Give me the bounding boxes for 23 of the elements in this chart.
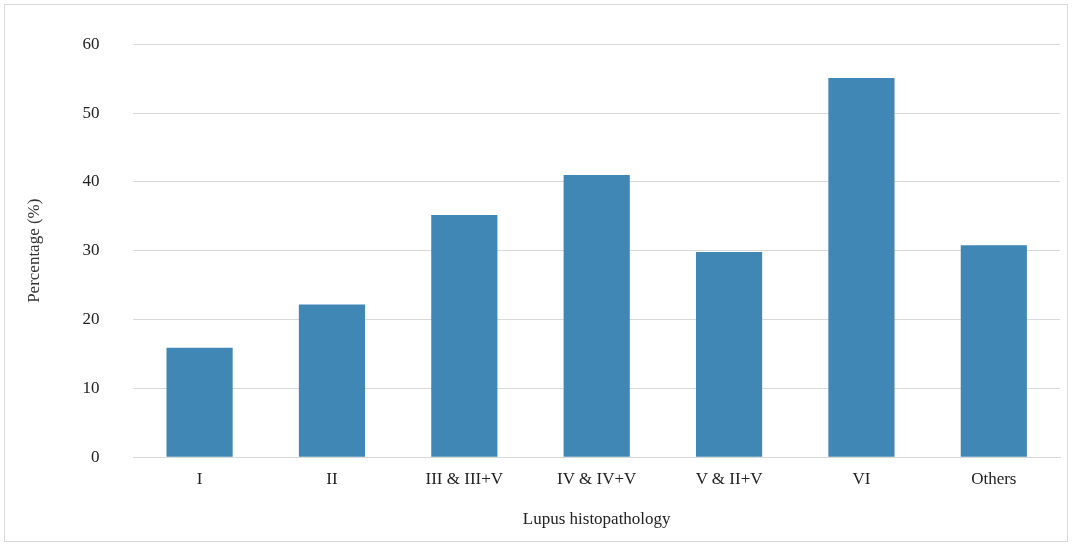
y-tick-label: 0 xyxy=(90,446,100,466)
y-axis-title: Percentage (%) xyxy=(23,198,43,303)
x-tick-label: III & III+V xyxy=(425,468,504,488)
x-tick-label: II xyxy=(326,468,338,488)
y-tick-label: 60 xyxy=(82,33,100,53)
bar xyxy=(960,245,1027,457)
bar xyxy=(828,77,895,457)
bar xyxy=(563,174,630,457)
y-tick-label: 40 xyxy=(82,171,100,191)
y-tick-label: 50 xyxy=(82,102,100,122)
bar xyxy=(431,214,498,457)
y-tick-label: 20 xyxy=(82,309,100,328)
bar xyxy=(298,304,366,457)
x-tick-label: VI xyxy=(852,468,871,488)
bar xyxy=(166,347,233,457)
x-tick-label: Others xyxy=(971,468,1017,488)
bar xyxy=(695,252,763,457)
y-tick-label: 30 xyxy=(82,240,100,260)
x-tick-label: I xyxy=(196,468,203,488)
x-tick-label: V & II+V xyxy=(695,468,764,488)
x-axis-title: Lupus histopathology xyxy=(522,509,672,529)
x-tick-label: IV & IV+V xyxy=(557,468,637,488)
y-tick-label: 10 xyxy=(82,377,100,397)
